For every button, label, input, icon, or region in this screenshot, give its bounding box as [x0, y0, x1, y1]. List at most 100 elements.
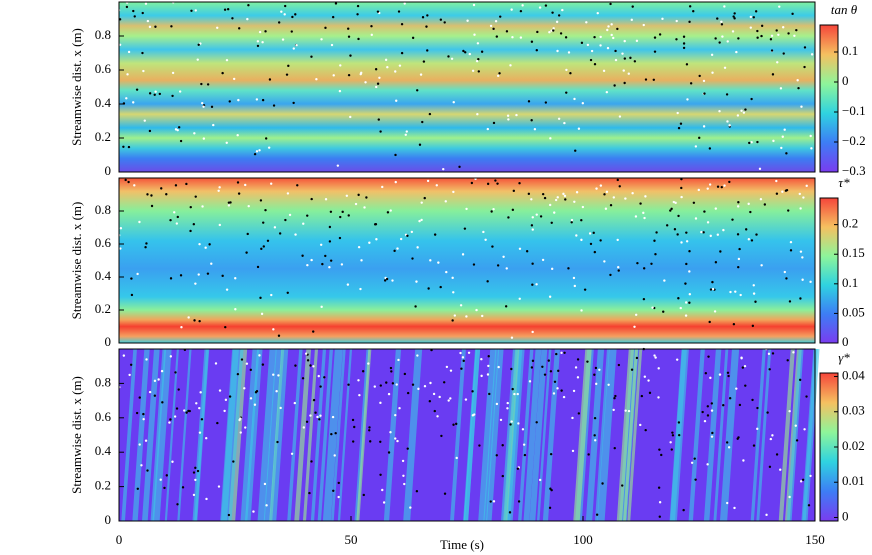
particle — [237, 98, 240, 102]
particle — [425, 25, 428, 28]
particle — [522, 443, 526, 446]
particle — [680, 241, 683, 244]
particle — [810, 147, 813, 150]
particle — [708, 147, 712, 150]
particle — [406, 391, 410, 395]
particle — [179, 139, 183, 143]
particle — [143, 119, 146, 122]
particle — [541, 192, 545, 196]
particle — [146, 19, 150, 23]
particle — [386, 66, 389, 69]
particle — [480, 358, 483, 361]
particle — [688, 250, 691, 253]
particle — [210, 105, 214, 109]
particle — [553, 380, 557, 383]
particle — [557, 117, 561, 120]
particle — [316, 415, 319, 419]
particle — [750, 239, 754, 242]
particle — [130, 293, 134, 297]
particle — [411, 257, 414, 260]
particle — [686, 98, 689, 101]
particle — [564, 198, 567, 201]
particle — [783, 270, 787, 274]
particle — [592, 231, 595, 235]
particle — [675, 19, 678, 23]
particle — [436, 415, 439, 418]
particle — [163, 486, 166, 490]
particle — [572, 389, 576, 393]
colorbar-tick-label: −0.2 — [842, 133, 866, 148]
particle — [359, 72, 362, 76]
particle — [177, 126, 181, 129]
particle — [494, 20, 498, 23]
y-tick-label: 0 — [105, 512, 112, 527]
particle — [531, 262, 534, 265]
particle — [240, 358, 244, 361]
particle — [642, 23, 645, 27]
particle — [138, 220, 141, 224]
particle — [239, 431, 242, 434]
particle — [688, 301, 691, 304]
particle — [236, 181, 240, 184]
particle — [670, 207, 673, 211]
particle — [677, 433, 681, 437]
particle — [421, 16, 425, 19]
particle — [621, 484, 624, 487]
particle — [618, 185, 621, 188]
particle — [194, 478, 197, 482]
particle — [278, 232, 282, 235]
particle — [426, 179, 430, 183]
streak — [478, 349, 497, 521]
streak — [383, 349, 402, 521]
colorbar-tick-label: 0 — [842, 73, 849, 88]
particle — [204, 246, 207, 249]
particle — [669, 441, 672, 444]
particle — [676, 111, 679, 115]
particle — [489, 500, 492, 503]
particle — [283, 13, 286, 16]
streak — [500, 349, 519, 521]
particle — [174, 371, 177, 374]
particle — [153, 93, 156, 96]
y-tick-label: 0.4 — [95, 95, 112, 110]
particle — [662, 310, 665, 313]
colorbar-tick-label: 0.03 — [842, 403, 865, 418]
particle — [405, 130, 408, 133]
particle — [581, 205, 585, 209]
streak — [192, 349, 209, 521]
particle — [752, 444, 756, 447]
particle — [185, 182, 188, 186]
particle — [394, 413, 397, 417]
particle — [414, 305, 417, 308]
particle — [747, 238, 751, 241]
particle — [389, 209, 392, 212]
particle — [294, 233, 297, 236]
particle — [515, 113, 518, 117]
particle — [795, 28, 798, 32]
particle — [720, 20, 723, 24]
particle — [694, 145, 698, 148]
particle — [599, 44, 602, 47]
particle — [521, 428, 525, 431]
particle — [181, 486, 185, 489]
particle — [443, 492, 447, 495]
particle — [158, 92, 162, 96]
particle — [677, 214, 680, 218]
particle — [752, 284, 755, 287]
particle — [530, 198, 533, 201]
particle — [531, 228, 534, 231]
particle — [419, 73, 423, 76]
particle — [496, 264, 500, 267]
particle — [710, 53, 714, 57]
particle — [525, 250, 529, 253]
particle — [336, 164, 340, 167]
particle — [349, 54, 352, 57]
particle — [735, 387, 738, 390]
particle — [224, 325, 227, 329]
x-tick-label: 0 — [116, 532, 123, 547]
particle — [439, 18, 443, 21]
particle — [658, 448, 661, 451]
particle — [403, 372, 407, 376]
particle — [599, 239, 602, 242]
particle — [731, 30, 735, 33]
